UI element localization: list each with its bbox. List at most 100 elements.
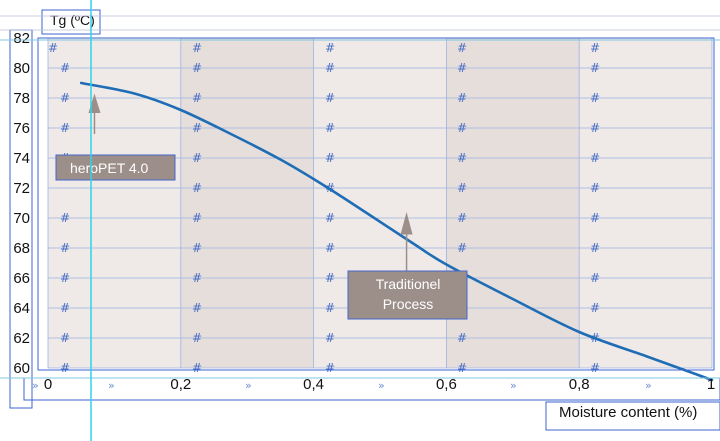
xlabel-frame (545, 401, 720, 431)
annotation-traditional-process: Traditionel Process (347, 212, 468, 320)
x-tick-label: 0,4 (303, 376, 324, 393)
layout-marker: # (60, 91, 70, 105)
layout-marker: # (590, 151, 600, 165)
layout-marker: # (457, 211, 467, 225)
layout-marker: # (325, 301, 335, 315)
annotation-heropet: heroPET 4.0 (55, 93, 176, 181)
annotation-arrowhead (400, 212, 413, 235)
annotation-label-line2: Process (383, 296, 434, 312)
y-tick-label: 76 (13, 120, 30, 137)
layout-marker: # (192, 271, 202, 285)
y-tick-label: 80 (13, 60, 30, 77)
layout-marker: # (325, 121, 335, 135)
y-axis-ticks: 60 62 64 66 68 70 72 74 76 78 80 82 (13, 30, 30, 377)
chart-title: Tg (ºC) (50, 12, 95, 28)
annotation-label-line1: Traditionel (376, 276, 441, 292)
x-axis-ticks: 0 0,2 0,4 0,6 0,8 1 (44, 376, 715, 393)
layout-marker: # (60, 241, 70, 255)
layout-marker: » (245, 379, 252, 392)
layout-marker: # (590, 211, 600, 225)
layout-marker: # (325, 151, 335, 165)
y-tick-label: 78 (13, 90, 30, 107)
layout-marker: # (60, 331, 70, 345)
x-tick-label: 0,2 (170, 376, 191, 393)
layout-marker: # (590, 61, 600, 75)
layout-marker: # (457, 41, 467, 55)
layout-marker: # (192, 121, 202, 135)
layout-marker: # (590, 121, 600, 135)
layout-marker: » (108, 379, 115, 392)
layout-marker: # (60, 211, 70, 225)
layout-marker: # (192, 361, 202, 375)
layout-marker: # (325, 271, 335, 285)
layout-marker: # (192, 61, 202, 75)
y-tick-label: 60 (13, 360, 30, 377)
layout-marker: # (590, 361, 600, 375)
layout-marker: » (645, 379, 652, 392)
layout-marker: # (457, 181, 467, 195)
x-tick-label: 0,8 (569, 376, 590, 393)
layout-marker: # (192, 331, 202, 345)
series-line (79, 81, 714, 382)
layout-marker: # (590, 41, 600, 55)
layout-marker: # (192, 41, 202, 55)
annotation-label: heroPET 4.0 (70, 160, 149, 176)
layout-marker: # (457, 91, 467, 105)
annotation-box (347, 270, 468, 320)
layout-marker: # (325, 91, 335, 105)
layout-marker: # (590, 91, 600, 105)
layout-marker: # (60, 301, 70, 315)
x-axis-label: Moisture content (%) (559, 404, 697, 421)
x-axis-title-frame: Moisture content (%) (545, 401, 720, 431)
layout-marker: # (60, 271, 70, 285)
y-tick-label: 68 (13, 240, 30, 257)
layout-frames (0, 15, 720, 409)
layout-markers: # # # # # # # # # # # # # # # # # # # # # # # # # # # # # # # # # # # # # # # #… (32, 41, 652, 392)
y-tick-label: 62 (13, 330, 30, 347)
layout-marker: # (325, 331, 335, 345)
y-tick-label: 70 (13, 210, 30, 227)
x-tick-label: 0 (44, 376, 52, 393)
y-tick-label: 74 (13, 150, 30, 167)
layout-marker: # (48, 41, 58, 55)
chart-frame (37, 37, 715, 371)
layout-marker: » (378, 379, 385, 392)
x-tick-label: 0,6 (436, 376, 457, 393)
layout-marker: # (457, 241, 467, 255)
y-tick-label: 66 (13, 270, 30, 287)
layout-marker: # (590, 241, 600, 255)
layout-marker: # (325, 41, 335, 55)
layout-marker: # (60, 121, 70, 135)
layout-marker: # (590, 271, 600, 285)
layout-marker: # (60, 361, 70, 375)
y-tick-label: 64 (13, 300, 30, 317)
layout-marker: # (590, 181, 600, 195)
layout-marker: # (192, 211, 202, 225)
layout-marker: # (192, 301, 202, 315)
layout-marker: # (457, 61, 467, 75)
layout-marker: # (60, 61, 70, 75)
shaded-band (446, 38, 580, 368)
layout-marker: # (457, 121, 467, 135)
y-tick-label: 82 (13, 30, 30, 47)
layout-marker: # (325, 241, 335, 255)
layout-marker: » (32, 379, 39, 392)
layout-marker: # (325, 211, 335, 225)
layout-marker: # (192, 241, 202, 255)
annotation-box (55, 154, 176, 181)
shaded-band (180, 38, 314, 368)
layout-marker: # (192, 151, 202, 165)
x-tick-label: 1 (707, 376, 715, 393)
title-frame (41, 9, 101, 35)
layout-marker: # (590, 301, 600, 315)
y-tick-label: 72 (13, 180, 30, 197)
plot-bands (180, 38, 580, 368)
layout-marker: # (325, 361, 335, 375)
layout-marker: # (457, 331, 467, 345)
layout-marker: » (510, 379, 517, 392)
layout-marker: # (457, 361, 467, 375)
layout-marker: # (192, 91, 202, 105)
layout-marker: # (192, 181, 202, 195)
x-axis-frame (23, 377, 720, 401)
